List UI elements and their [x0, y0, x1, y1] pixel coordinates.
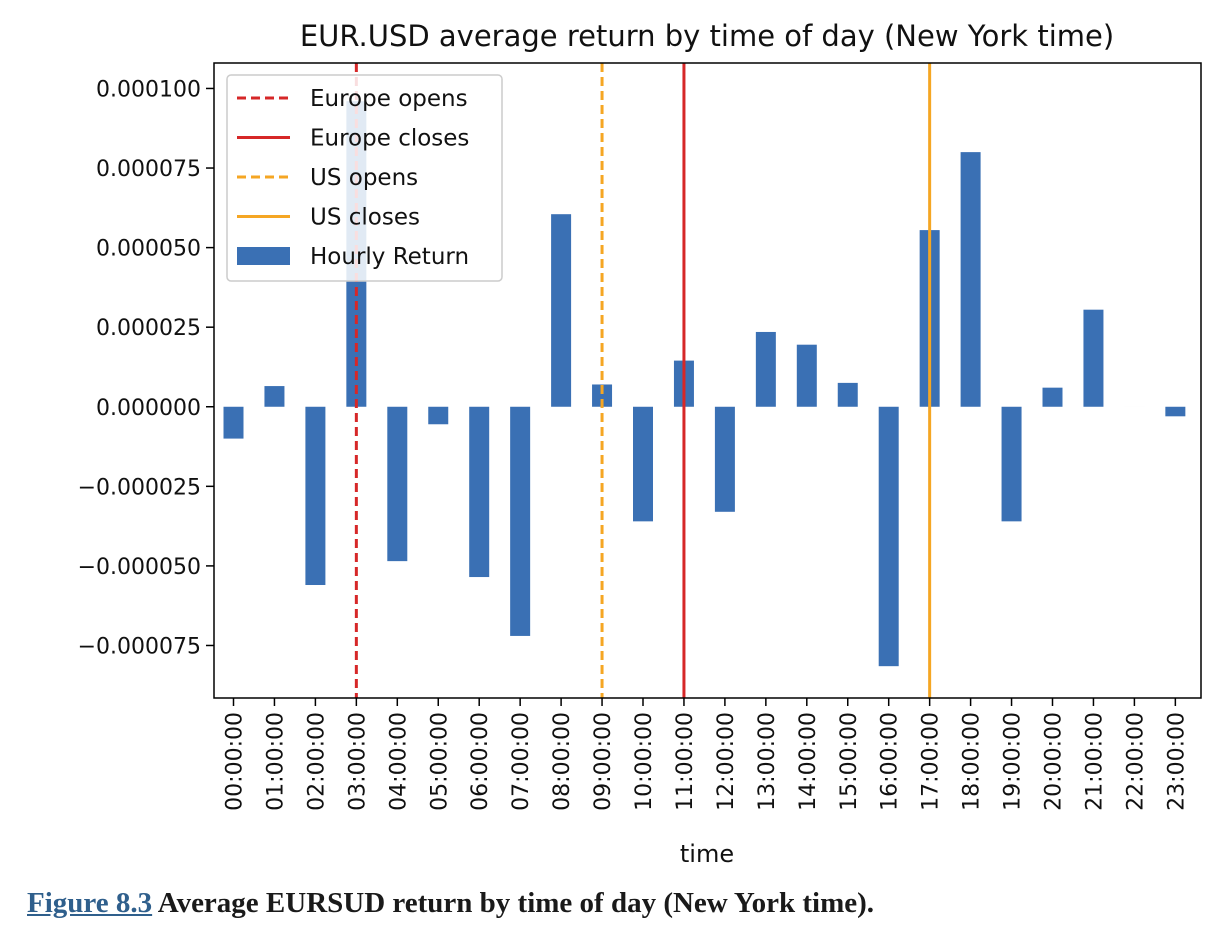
y-tick-label: 0.000025: [96, 316, 201, 341]
y-tick-label: −0.000075: [78, 634, 201, 659]
caption-text: Average EURSUD return by time of day (Ne…: [152, 887, 875, 919]
x-tick-label: 15:00:00: [837, 712, 862, 811]
figure-label-link[interactable]: Figure 8.3: [27, 887, 153, 919]
x-tick-label: 23:00:00: [1164, 712, 1189, 811]
x-tick-label: 22:00:00: [1123, 712, 1148, 811]
bar-12:00:00: [714, 406, 735, 512]
x-tick-label: 14:00:00: [796, 712, 821, 811]
bar-10:00:00: [633, 406, 653, 522]
legend-label: Europe opens: [310, 86, 468, 112]
x-tick-label: 20:00:00: [1042, 712, 1067, 811]
bar-06:00:00: [469, 406, 490, 578]
bar-01:00:00: [264, 386, 285, 407]
y-tick-label: 0.000050: [96, 237, 201, 262]
bar-21:00:00: [1083, 309, 1104, 407]
legend-box: [226, 74, 503, 282]
x-tick-label: 17:00:00: [919, 712, 944, 811]
x-tick-label: 01:00:00: [263, 712, 288, 811]
legend-swatch-hourly-return: [237, 247, 290, 265]
bar-07:00:00: [510, 406, 531, 636]
bar-00:00:00: [223, 406, 244, 439]
x-tick-label: 06:00:00: [468, 712, 493, 811]
x-tick-label: 18:00:00: [960, 712, 985, 811]
x-tick-label: 08:00:00: [550, 712, 575, 811]
x-tick-label: 09:00:00: [591, 712, 616, 811]
x-tick-label: 21:00:00: [1082, 712, 1107, 811]
bar-02:00:00: [305, 406, 326, 586]
x-tick-label: 13:00:00: [755, 712, 780, 811]
y-tick-label: −0.000050: [78, 555, 201, 580]
y-tick-label: 0.000100: [96, 77, 201, 102]
bar-20:00:00: [1042, 387, 1063, 407]
bar-16:00:00: [878, 406, 899, 667]
bar-05:00:00: [428, 406, 449, 425]
bar-09:00:00: [592, 384, 613, 407]
x-tick-label: 19:00:00: [1001, 712, 1026, 811]
legend-label: US closes: [310, 205, 420, 231]
x-tick-label: 05:00:00: [427, 712, 452, 811]
legend-label: US opens: [310, 165, 418, 191]
legend-label: Hourly Return: [310, 244, 469, 270]
bar-08:00:00: [551, 214, 572, 407]
bar-13:00:00: [755, 331, 776, 407]
x-tick-label: 00:00:00: [223, 712, 248, 811]
y-tick-label: 0.000000: [96, 396, 201, 421]
x-axis-label: time: [680, 840, 734, 868]
plot-frame: [213, 62, 1202, 699]
y-tick-label: 0.000075: [96, 157, 201, 182]
x-tick-label: 07:00:00: [509, 712, 534, 811]
x-tick-label: 02:00:00: [304, 712, 329, 811]
x-tick-label: 16:00:00: [878, 712, 903, 811]
x-tick-label: 11:00:00: [673, 712, 698, 811]
bar-04:00:00: [387, 406, 408, 562]
x-tick-label: 10:00:00: [632, 712, 657, 811]
x-tick-label: 04:00:00: [386, 712, 411, 811]
x-tick-label: 03:00:00: [345, 712, 370, 811]
bar-15:00:00: [837, 382, 858, 407]
x-tick-label: 12:00:00: [714, 712, 739, 811]
bar-23:00:00: [1165, 406, 1186, 417]
bar-14:00:00: [796, 344, 817, 407]
y-tick-label: −0.000025: [78, 475, 201, 500]
figure-caption: Figure 8.3 Average EURSUD return by time…: [27, 887, 874, 920]
legend: Europe opens Europe closes US opens US clos…: [226, 74, 503, 282]
legend-label: Europe closes: [310, 126, 469, 152]
bar-19:00:00: [1001, 406, 1022, 522]
bar-18:00:00: [960, 152, 981, 407]
bar-chart: EUR.USD average return by time of day (N…: [78, 19, 1202, 868]
chart-title: EUR.USD average return by time of day (N…: [300, 19, 1114, 53]
